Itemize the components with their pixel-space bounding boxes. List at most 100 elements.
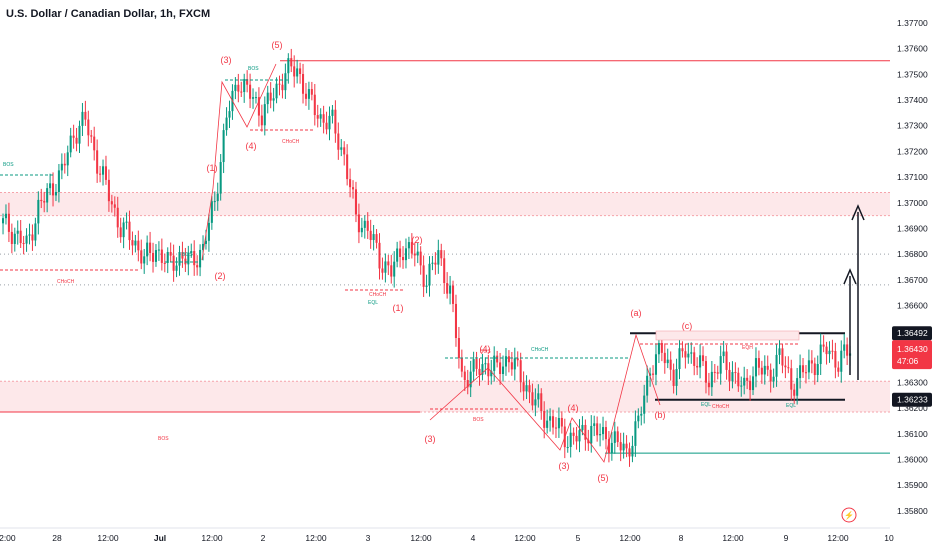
candle-body [287, 58, 290, 74]
price-axis-tick: 1.36100 [897, 429, 928, 439]
wave-label: (3) [425, 434, 436, 444]
structure-label: EQL [701, 402, 711, 408]
candle-body [419, 251, 422, 266]
candle-body [584, 424, 587, 440]
candle-body [213, 201, 216, 203]
candle-body [187, 252, 190, 265]
candle-body [354, 189, 357, 215]
candle-body [343, 147, 346, 155]
candle-body [57, 170, 60, 193]
price-axis-tick: 1.37300 [897, 121, 928, 131]
candle-body [704, 361, 707, 383]
time-axis-label: 9 [784, 533, 789, 543]
candle-body [125, 221, 128, 223]
candle-body [202, 243, 205, 250]
candle-body [831, 350, 834, 352]
candle-body [19, 230, 22, 244]
candle-body [740, 385, 743, 387]
candle-body [346, 154, 349, 180]
candle-body [669, 359, 672, 370]
candle-body [731, 372, 734, 382]
candle-body [678, 348, 681, 370]
candle-body [104, 166, 107, 180]
candle-body [696, 365, 699, 368]
price-axis-tick: 1.37100 [897, 172, 928, 182]
candle-body [607, 439, 610, 454]
time-axis-label: 12:00 [827, 533, 849, 543]
candle-body [575, 435, 578, 442]
structure-label: CHoCH [57, 279, 75, 285]
lightning-icon[interactable] [841, 507, 857, 523]
candle-body [369, 230, 372, 241]
price-axis-tick: 1.36000 [897, 455, 928, 465]
candle-body [172, 255, 175, 271]
candle-body [757, 358, 760, 368]
candle-body [90, 135, 93, 137]
candle-body [63, 163, 66, 166]
candle-body [519, 360, 522, 383]
structure-label: CHoCH [531, 347, 549, 353]
candle-body [402, 256, 405, 261]
price-axis-tick: 1.35900 [897, 480, 928, 490]
candle-body [381, 268, 384, 273]
candle-body [693, 352, 696, 366]
candle-body [657, 343, 660, 355]
time-axis-label: 28 [52, 533, 62, 543]
candle-body [816, 364, 819, 376]
structure-label: EQH [742, 345, 753, 351]
candle-body [72, 135, 75, 138]
candle-body [52, 183, 55, 196]
candle-body [407, 242, 410, 249]
wave-label: (4) [480, 344, 491, 354]
current-price-tag [892, 340, 932, 370]
candle-body [496, 355, 499, 363]
wave-label: (a) [631, 308, 642, 318]
structure-label: BOS [248, 66, 259, 72]
candle-body [34, 223, 37, 241]
candle-body [837, 367, 840, 372]
candle-body [596, 423, 599, 436]
time-axis-label: 4 [471, 533, 476, 543]
candle-body [175, 265, 178, 271]
candle-body [604, 427, 607, 440]
candle-body [196, 265, 199, 268]
candle-body [225, 117, 228, 131]
candle-body [743, 377, 746, 386]
candle-body [302, 73, 305, 94]
candle-body [363, 220, 366, 228]
candle-body [484, 363, 487, 365]
candle-body [552, 416, 555, 428]
structure-label: BOS [182, 252, 193, 258]
candle-body [684, 351, 687, 358]
candle-body [560, 417, 563, 427]
candle-body [243, 79, 246, 93]
candle-body [502, 366, 505, 374]
candle-body [399, 248, 402, 257]
candle-body [237, 84, 240, 92]
candle-body [469, 371, 472, 388]
current-price-value: 1.36430 [897, 344, 928, 354]
time-axis-label: 8 [679, 533, 684, 543]
candle-body [81, 111, 84, 126]
candle-body [349, 179, 352, 188]
candle-body [434, 262, 437, 265]
wave-label: (3) [559, 461, 570, 471]
candle-body [252, 97, 255, 99]
candle-body [452, 285, 455, 304]
candle-body [507, 356, 510, 363]
candle-body [40, 199, 43, 202]
candle-body [749, 380, 752, 391]
candle-body [449, 285, 452, 294]
candle-body [819, 344, 822, 365]
time-axis-label: 12:00 [97, 533, 119, 543]
candle-body [543, 410, 546, 428]
candle-body [590, 425, 593, 444]
candle-body [716, 372, 719, 374]
structure-label: BOS [158, 436, 169, 442]
candle-body [446, 283, 449, 294]
candle-body [116, 207, 119, 228]
candle-body [228, 111, 231, 118]
wave-path [429, 333, 661, 463]
price-axis-tick: 1.36200 [897, 403, 928, 413]
